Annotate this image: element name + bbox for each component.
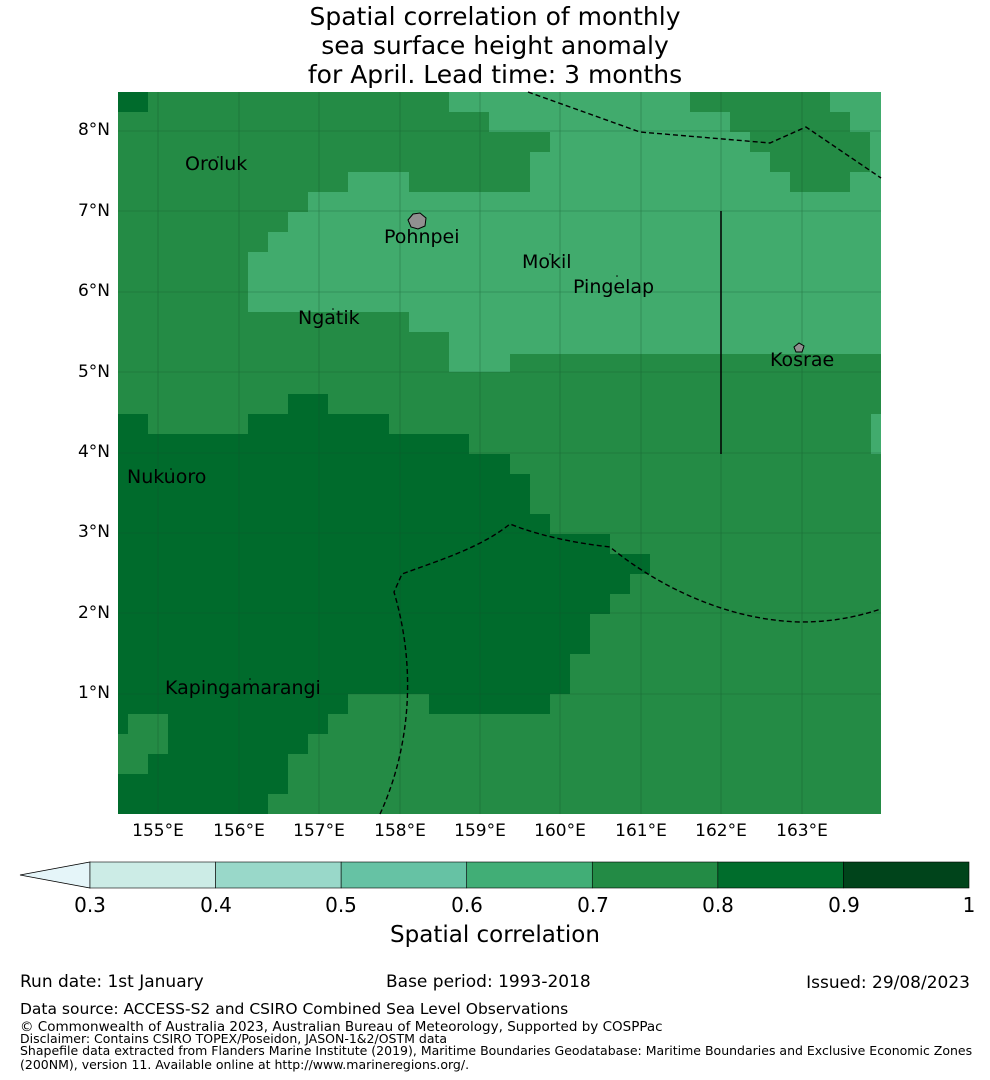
colorbar-extension (19, 861, 91, 889)
eez-boundary (527, 91, 882, 179)
colorbar-tick: 0.9 (828, 893, 860, 917)
place-label-kosrae: Kosrae (770, 349, 835, 371)
colorbar (19, 861, 970, 889)
nukuoro-island (170, 468, 172, 470)
place-label-kapingamarangi: Kapingamarangi (165, 677, 321, 699)
lat-label: 8°N (77, 120, 110, 140)
grid-lines (118, 92, 881, 814)
eez-boundary (379, 523, 882, 815)
colorbar-segment (89, 861, 216, 889)
lon-label: 161°E (615, 821, 667, 841)
colorbar-segment (215, 861, 342, 889)
lat-label: 1°N (77, 683, 110, 703)
colorbar-segment (843, 861, 970, 889)
colorbar-segment (717, 861, 844, 889)
patch-correlation-0.7 (128, 714, 168, 734)
patch-correlation-0.6 (871, 414, 881, 454)
colorbar-tick: 1 (962, 893, 976, 917)
base-period: Base period: 1993-2018 (386, 972, 591, 992)
lon-label: 160°E (534, 821, 586, 841)
colorbar-tick: 0.8 (702, 893, 734, 917)
colorbar-segment (466, 861, 593, 889)
colorbar-segment (340, 861, 468, 889)
lat-label: 2°N (77, 603, 110, 623)
colorbar-segment (591, 861, 719, 889)
lon-label: 162°E (695, 821, 747, 841)
region-correlation-0.8 (118, 394, 650, 814)
lat-label: 5°N (77, 362, 110, 382)
pohnpei-island (407, 212, 427, 230)
copyright: © Commonwealth of Australia 2023, Austra… (20, 1019, 663, 1035)
place-label-pingelap: Pingelap (573, 276, 655, 298)
lon-label: 156°E (213, 821, 265, 841)
place-label-nukuoro: Nukuoro (127, 466, 207, 488)
title-line-1: Spatial correlation of monthly (309, 2, 681, 31)
disclaimer: Disclaimer: Contains CSIRO TOPEX/Poseido… (20, 1031, 448, 1046)
kapingamarangi-island (249, 678, 251, 680)
colorbar-tick: 0.3 (74, 893, 106, 917)
place-label-pohnpei: Pohnpei (384, 226, 460, 248)
title-line-2: sea surface height anomaly (321, 31, 669, 60)
lat-label: 6°N (77, 281, 110, 301)
kosrae-island (793, 342, 805, 353)
place-label-oroluk: Oroluk (185, 153, 248, 175)
eez-boundaries (379, 91, 882, 815)
lon-label: 159°E (454, 821, 506, 841)
ngatik-island (332, 308, 334, 310)
lon-label: 155°E (132, 821, 184, 841)
colorbar-tick: 0.5 (325, 893, 357, 917)
lat-label: 4°N (77, 442, 110, 462)
patch-correlation-0.8 (118, 92, 148, 112)
mokil-island (549, 253, 551, 255)
chart-title: Spatial correlation of monthly sea surfa… (0, 2, 990, 89)
lat-label: 3°N (77, 522, 110, 542)
patch-correlation-0.7 (118, 734, 168, 754)
place-label-mokil: Mokil (522, 251, 572, 273)
lon-label: 157°E (293, 821, 345, 841)
colorbar-tick: 0.4 (200, 893, 232, 917)
colorbar-label: Spatial correlation (390, 922, 600, 948)
place-label-ngatik: Ngatik (298, 307, 360, 329)
data-source: Data source: ACCESS-S2 and CSIRO Combine… (20, 1000, 569, 1018)
title-line-3: for April. Lead time: 3 months (307, 60, 683, 89)
oroluk-island (217, 156, 219, 158)
lat-label: 7°N (77, 201, 110, 221)
run-date: Run date: 1st January (20, 972, 204, 992)
lon-label: 158°E (374, 821, 426, 841)
pingelap-island (616, 275, 618, 277)
shapefile-credit-2: (200NM), version 11. Available online at… (20, 1057, 470, 1072)
shapefile-credit-1: Shapefile data extracted from Flanders M… (20, 1043, 973, 1058)
lon-label: 163°E (776, 821, 828, 841)
colorbar-tick: 0.7 (577, 893, 609, 917)
issued-date: Issued: 29/08/2023 (806, 973, 970, 993)
region-correlation-0.6 (248, 92, 881, 374)
colorbar-tick: 0.6 (451, 893, 483, 917)
